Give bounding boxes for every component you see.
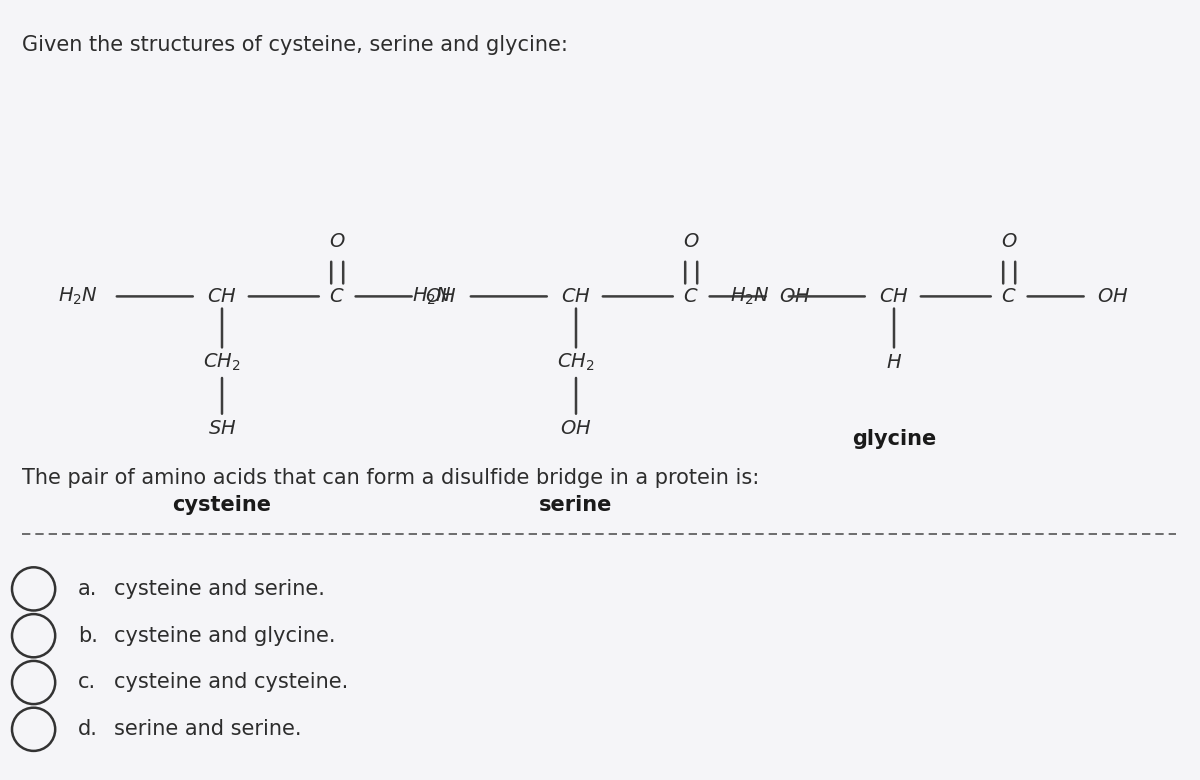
Text: $C$: $C$	[684, 287, 698, 306]
Text: $O$: $O$	[683, 232, 700, 251]
Text: The pair of amino acids that can form a disulfide bridge in a protein is:: The pair of amino acids that can form a …	[22, 468, 758, 488]
Text: $CH$: $CH$	[562, 287, 590, 306]
Text: serine: serine	[539, 495, 613, 516]
Text: $OH$: $OH$	[779, 287, 811, 306]
Text: serine and serine.: serine and serine.	[114, 719, 301, 739]
Text: cysteine and cysteine.: cysteine and cysteine.	[114, 672, 348, 693]
Text: $O$: $O$	[1001, 232, 1018, 251]
Text: $CH_2$: $CH_2$	[203, 352, 241, 374]
Text: cysteine and glycine.: cysteine and glycine.	[114, 626, 336, 646]
Text: $H_2N$: $H_2N$	[730, 285, 770, 307]
Text: glycine: glycine	[852, 429, 936, 449]
Text: c.: c.	[78, 672, 96, 693]
Text: Given the structures of cysteine, serine and glycine:: Given the structures of cysteine, serine…	[22, 35, 568, 55]
Text: $OH$: $OH$	[560, 420, 592, 438]
Text: d.: d.	[78, 719, 98, 739]
Text: $H_2N$: $H_2N$	[412, 285, 452, 307]
Text: $C$: $C$	[1002, 287, 1016, 306]
Text: $SH$: $SH$	[208, 420, 236, 438]
Text: $CH$: $CH$	[880, 287, 908, 306]
Text: $OH$: $OH$	[425, 287, 457, 306]
Text: a.: a.	[78, 579, 97, 599]
Text: $H_2N$: $H_2N$	[58, 285, 98, 307]
Text: $H$: $H$	[886, 353, 902, 372]
Text: b.: b.	[78, 626, 98, 646]
Text: $C$: $C$	[330, 287, 344, 306]
Text: $OH$: $OH$	[1097, 287, 1129, 306]
Text: $CH_2$: $CH_2$	[557, 352, 595, 374]
Text: cysteine: cysteine	[173, 495, 271, 516]
Text: cysteine and serine.: cysteine and serine.	[114, 579, 325, 599]
Text: $O$: $O$	[329, 232, 346, 251]
Text: $CH$: $CH$	[208, 287, 236, 306]
